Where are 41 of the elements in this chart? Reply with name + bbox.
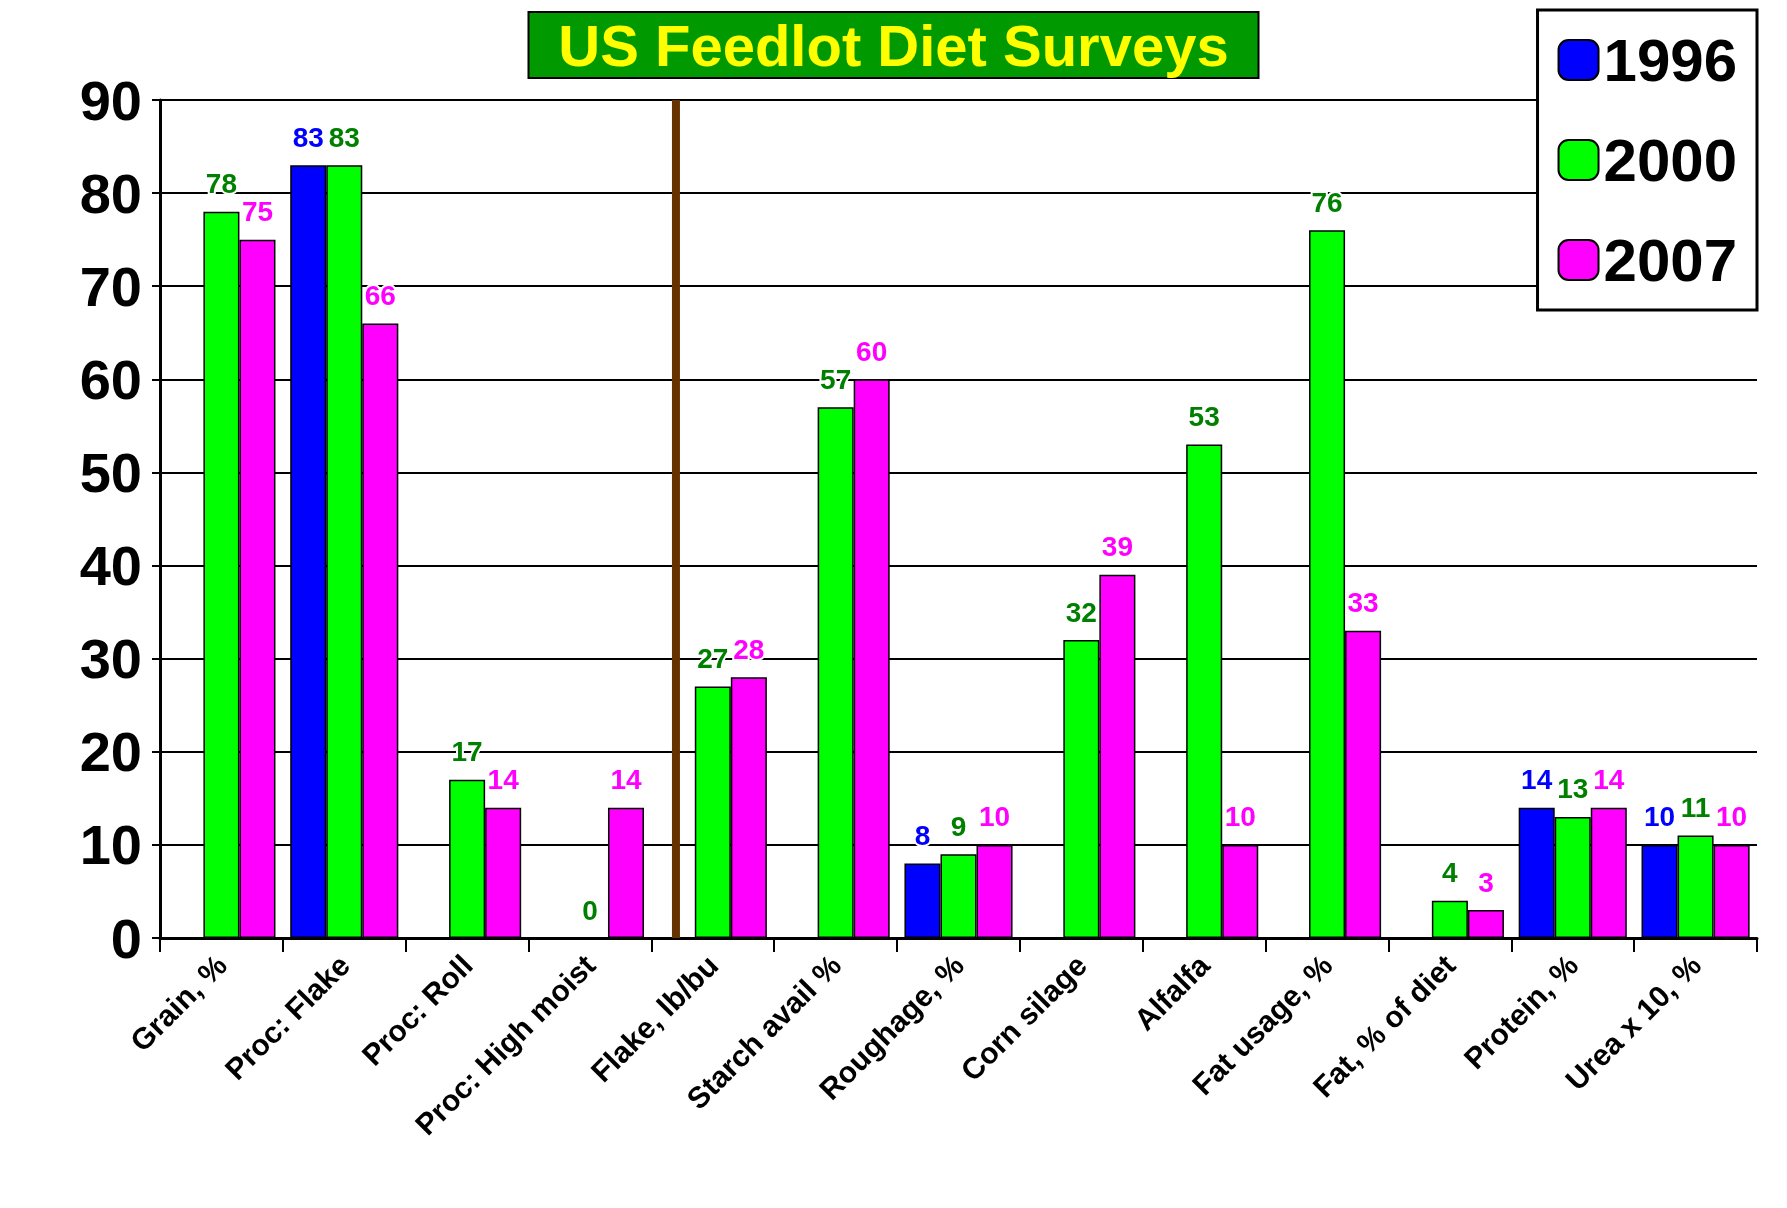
y-tick-label: 60 <box>79 347 142 411</box>
data-label: 33 <box>1347 587 1379 619</box>
data-label: 10 <box>1716 801 1748 833</box>
y-tick-label: 0 <box>110 906 142 970</box>
data-label: 9 <box>950 810 967 842</box>
data-label: 32 <box>1065 596 1097 628</box>
data-label: 75 <box>241 196 274 228</box>
y-tick-label: 40 <box>79 534 142 598</box>
data-label: 53 <box>1188 401 1220 433</box>
data-label: 14 <box>610 764 642 796</box>
data-label: 14 <box>1521 764 1553 796</box>
y-tick-label: 70 <box>79 254 142 318</box>
legend-label: 2000 <box>1603 126 1738 194</box>
y-tick-label: 50 <box>79 440 142 504</box>
chart-title: US Feedlot Diet Surveys <box>558 12 1229 78</box>
data-label: 3 <box>1478 866 1494 898</box>
data-label: 39 <box>1101 531 1133 563</box>
data-label: 14 <box>1593 764 1625 796</box>
data-label: 10 <box>1224 801 1256 833</box>
data-label: 13 <box>1557 773 1589 805</box>
data-label: 10 <box>1643 801 1676 833</box>
data-label: 4 <box>1442 857 1459 889</box>
data-label: 11 <box>1680 792 1711 824</box>
data-label: 8 <box>914 820 931 852</box>
data-label: 78 <box>205 168 237 200</box>
y-tick-label: 30 <box>79 627 142 691</box>
data-label: 76 <box>1311 186 1343 218</box>
data-label: 66 <box>364 279 396 311</box>
data-label: 14 <box>487 764 520 796</box>
data-label: 60 <box>856 335 888 367</box>
y-tick-label: 90 <box>79 68 142 132</box>
data-label: 83 <box>328 121 360 153</box>
legend-label: 1996 <box>1603 26 1738 94</box>
legend-label: 2007 <box>1603 226 1738 294</box>
data-label: 83 <box>292 121 324 153</box>
data-label: 0 <box>582 894 598 926</box>
y-tick-label: 80 <box>79 161 142 225</box>
y-tick-label: 10 <box>79 813 142 877</box>
data-label: 28 <box>733 633 765 665</box>
y-tick-label: 20 <box>79 720 142 784</box>
data-label: 10 <box>978 801 1011 833</box>
